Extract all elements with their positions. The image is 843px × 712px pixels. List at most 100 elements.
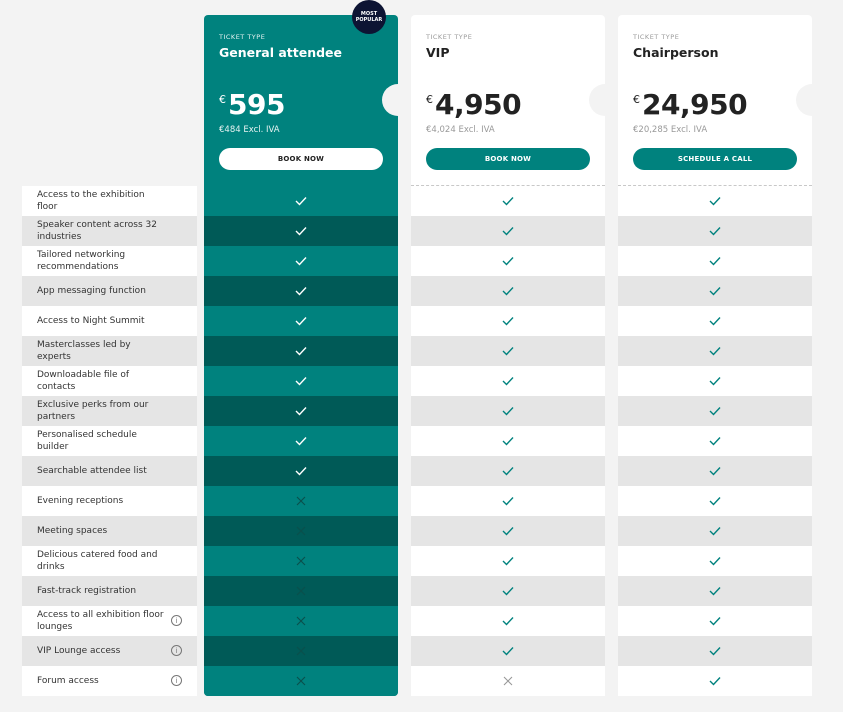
currency: € <box>633 93 640 106</box>
feature-text: Masterclasses led by experts <box>37 340 131 362</box>
feature-text: Delicious catered food and drinks <box>37 550 158 572</box>
cross-icon <box>411 666 605 696</box>
feature-text: Forum access <box>37 676 99 686</box>
plan-name: General attendee <box>219 45 343 60</box>
cross-icon <box>204 606 398 636</box>
info-icon[interactable]: i <box>171 615 182 626</box>
feature-label: Access to Night Summit <box>22 306 197 336</box>
check-icon <box>618 306 812 336</box>
dashed-divider <box>618 185 812 186</box>
info-icon[interactable]: i <box>171 645 182 656</box>
check-icon <box>411 516 605 546</box>
check-icon <box>618 516 812 546</box>
ticket-type-label: TICKET TYPE <box>426 33 473 41</box>
check-icon <box>618 546 812 576</box>
feature-text: App messaging function <box>37 286 146 296</box>
price-excl: €4,024 Excl. IVA <box>426 125 495 135</box>
notch <box>796 84 828 116</box>
feature-label: Fast-track registration <box>22 576 197 606</box>
feature-label: Downloadable file of contacts <box>22 366 197 396</box>
feature-label: Searchable attendee list <box>22 456 197 486</box>
price: 595 <box>228 88 285 121</box>
check-icon <box>204 216 398 246</box>
check-icon <box>618 606 812 636</box>
check-icon <box>411 396 605 426</box>
cross-icon <box>204 486 398 516</box>
notch <box>589 84 621 116</box>
cross-icon <box>204 666 398 696</box>
feature-text: Exclusive perks from our partners <box>37 400 149 422</box>
cta-button[interactable]: SCHEDULE A CALL <box>633 148 797 170</box>
ticket-type-label: TICKET TYPE <box>633 33 680 41</box>
ticket-type-label: TICKET TYPE <box>219 33 266 41</box>
feature-text: Downloadable file of contacts <box>37 370 130 392</box>
check-icon <box>618 426 812 456</box>
check-icon <box>204 456 398 486</box>
check-icon <box>618 216 812 246</box>
check-icon <box>411 186 605 216</box>
check-icon <box>411 546 605 576</box>
check-icon <box>204 336 398 366</box>
price-excl: €484 Excl. IVA <box>219 125 280 135</box>
check-icon <box>204 396 398 426</box>
check-icon <box>204 186 398 216</box>
price: 24,950 <box>642 88 748 121</box>
check-icon <box>411 336 605 366</box>
check-icon <box>204 276 398 306</box>
check-icon <box>411 366 605 396</box>
check-icon <box>618 486 812 516</box>
feature-text: Evening receptions <box>37 496 124 506</box>
check-icon <box>204 246 398 276</box>
feature-label: Tailored networking recommendations <box>22 246 197 276</box>
check-icon <box>204 306 398 336</box>
feature-text: Searchable attendee list <box>37 466 147 476</box>
popular-badge: MOST POPULAR <box>352 0 386 34</box>
feature-label: Personalised schedule builder <box>22 426 197 456</box>
cta-button[interactable]: BOOK NOW <box>426 148 590 170</box>
check-icon <box>411 456 605 486</box>
cross-icon <box>204 546 398 576</box>
check-icon <box>411 606 605 636</box>
check-icon <box>411 576 605 606</box>
check-icon <box>204 366 398 396</box>
check-icon <box>204 426 398 456</box>
feature-label: Evening receptions <box>22 486 197 516</box>
currency: € <box>426 93 433 106</box>
check-icon <box>618 336 812 366</box>
check-icon <box>411 306 605 336</box>
feature-label: App messaging function <box>22 276 197 306</box>
feature-label: Access to the exhibition floor <box>22 186 197 216</box>
feature-label: Delicious catered food and drinks <box>22 546 197 576</box>
check-icon <box>411 246 605 276</box>
check-icon <box>618 366 812 396</box>
feature-text: Personalised schedule builder <box>37 430 137 452</box>
price-excl: €20,285 Excl. IVA <box>633 125 708 135</box>
check-icon <box>618 396 812 426</box>
feature-label: Forum access i <box>22 666 197 696</box>
feature-text: Tailored networking recommendations <box>37 250 126 272</box>
cta-button[interactable]: BOOK NOW <box>219 148 383 170</box>
cross-icon <box>204 636 398 666</box>
feature-text: Access to Night Summit <box>37 316 145 326</box>
info-icon[interactable]: i <box>171 675 182 686</box>
check-icon <box>618 246 812 276</box>
feature-label: Masterclasses led by experts <box>22 336 197 366</box>
check-icon <box>618 456 812 486</box>
check-icon <box>411 216 605 246</box>
feature-label: Speaker content across 32 industries <box>22 216 197 246</box>
plan-name: Chairperson <box>633 45 719 60</box>
feature-label: Access to all exhibition floor lounges i <box>22 606 197 636</box>
feature-text: Meeting spaces <box>37 526 108 536</box>
check-icon <box>411 486 605 516</box>
feature-text: Access to the exhibition floor <box>37 190 145 212</box>
feature-text: VIP Lounge access <box>37 646 121 656</box>
feature-text: Fast-track registration <box>37 586 137 596</box>
plan-name: VIP <box>426 45 450 60</box>
dashed-divider <box>411 185 605 186</box>
check-icon <box>618 666 812 696</box>
cross-icon <box>204 576 398 606</box>
check-icon <box>411 426 605 456</box>
check-icon <box>618 186 812 216</box>
feature-label: Meeting spaces <box>22 516 197 546</box>
